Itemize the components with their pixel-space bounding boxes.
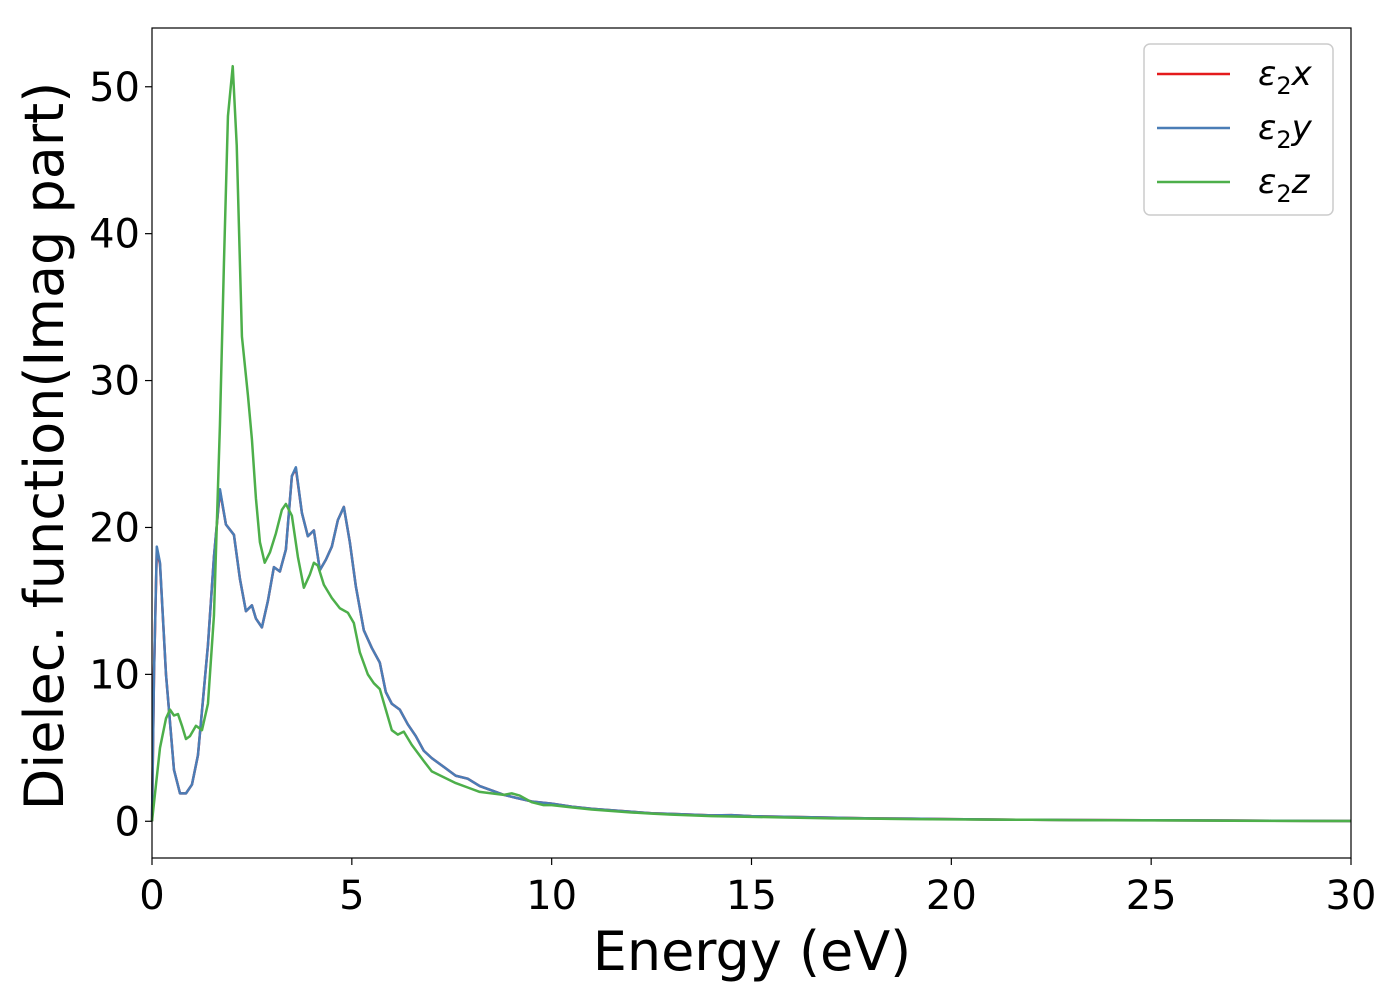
x-tick-label: 30: [1326, 873, 1377, 919]
legend-label: ε2y: [1258, 108, 1313, 154]
y-tick-label: 50: [89, 65, 140, 111]
y-tick-label: 30: [89, 359, 140, 405]
series-line-x: [150, 467, 1352, 823]
legend-label: ε2x: [1258, 54, 1313, 100]
legend-item-x: ε2x: [1157, 54, 1313, 100]
x-tick-label: 25: [1126, 873, 1177, 919]
legend-box: [1143, 43, 1334, 216]
legend-item-y: ε2y: [1157, 108, 1313, 154]
series-line-z: [150, 64, 1351, 823]
x-axis-label: Energy (eV): [593, 920, 912, 983]
y-tick-label: 0: [115, 799, 140, 845]
x-tick-label: 15: [726, 873, 777, 919]
x-axis-ticks: 0 5 10 15 20 25 30: [139, 858, 1376, 919]
y-tick-label: 10: [89, 652, 140, 698]
legend-label: ε2z: [1258, 162, 1311, 208]
legend: ε2x ε2y ε2z: [1143, 43, 1334, 216]
y-axis-label: Dielec. function(Imag part): [13, 82, 76, 811]
plot-frame: [151, 27, 1352, 859]
y-tick-label: 20: [89, 505, 140, 551]
x-tick-label: 0: [139, 873, 164, 919]
x-tick-label: 20: [926, 873, 977, 919]
series-line-y: [150, 465, 1352, 823]
x-tick-label: 10: [526, 873, 577, 919]
legend-item-z: ε2z: [1157, 162, 1311, 208]
plot-area: [150, 64, 1352, 823]
x-tick-label: 5: [339, 873, 364, 919]
y-axis-ticks: 0 10 20 30 40 50: [89, 65, 152, 845]
y-tick-label: 40: [89, 212, 140, 258]
